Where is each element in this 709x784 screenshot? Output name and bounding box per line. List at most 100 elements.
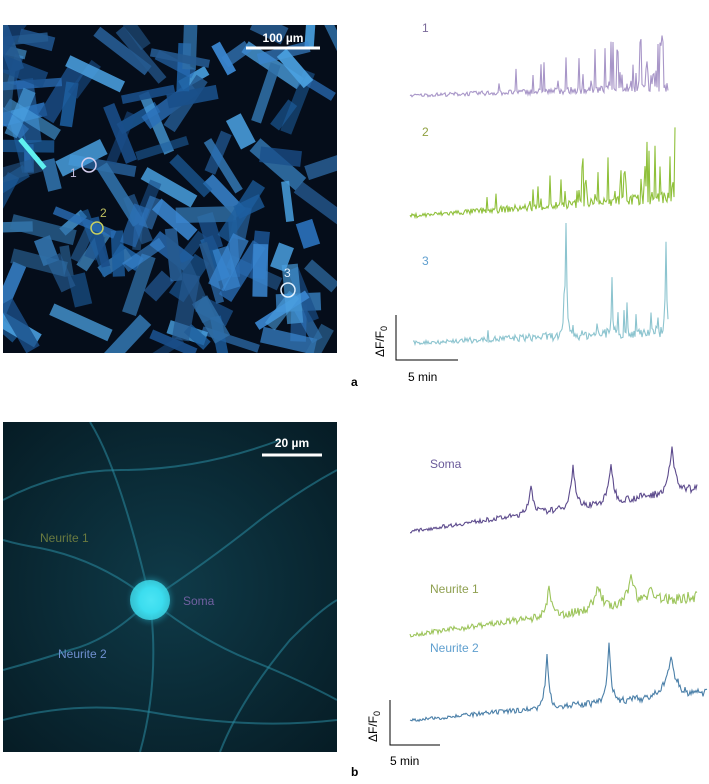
crystal bbox=[3, 69, 16, 125]
crystal bbox=[135, 136, 189, 161]
crystal bbox=[221, 40, 252, 68]
crystal bbox=[260, 326, 318, 353]
crystal bbox=[122, 253, 156, 317]
crystal bbox=[52, 206, 117, 239]
panel-label: b bbox=[351, 765, 358, 779]
crystal bbox=[304, 25, 317, 48]
crystal bbox=[3, 172, 20, 216]
crystal bbox=[49, 303, 113, 342]
micrograph-a bbox=[3, 25, 337, 353]
crystal bbox=[270, 99, 298, 131]
region-label: Soma bbox=[183, 594, 215, 608]
roi bbox=[81, 157, 97, 173]
crystal bbox=[4, 87, 36, 139]
roi-label: 3 bbox=[284, 266, 291, 280]
scale-bars bbox=[395, 315, 458, 361]
y-scale-text: ΔF/F bbox=[373, 331, 387, 357]
roi-label: 1 bbox=[70, 166, 77, 180]
crystal bbox=[59, 245, 74, 277]
crystal bbox=[175, 206, 237, 224]
trace bbox=[409, 642, 708, 723]
crystal bbox=[3, 298, 40, 353]
crystal bbox=[169, 154, 213, 198]
crystal bbox=[120, 203, 150, 248]
crystal bbox=[252, 244, 269, 297]
crystal bbox=[10, 248, 68, 277]
crystal bbox=[281, 180, 295, 222]
x-scale-label: 5 min bbox=[408, 370, 437, 384]
trace bbox=[409, 127, 676, 220]
crystal bbox=[166, 84, 219, 109]
trace bbox=[409, 35, 669, 98]
crystal bbox=[322, 25, 337, 57]
crystal bbox=[212, 245, 241, 292]
trace-label: 3 bbox=[422, 254, 429, 268]
crystal bbox=[149, 329, 198, 353]
roi bbox=[280, 282, 296, 298]
crystal bbox=[3, 156, 44, 186]
scale-bar-label: 20 µm bbox=[275, 436, 309, 450]
trace-label: Neurite 2 bbox=[430, 641, 479, 655]
scale-bars bbox=[389, 700, 440, 746]
trace-label: 1 bbox=[422, 21, 429, 35]
panel-label: a bbox=[351, 375, 358, 389]
crystal bbox=[122, 237, 166, 272]
crystal bbox=[249, 25, 289, 45]
crystal bbox=[295, 218, 321, 249]
crystal bbox=[38, 65, 83, 124]
y-scale-text: ΔF/F bbox=[366, 716, 380, 742]
crystal bbox=[171, 273, 201, 342]
crystal bbox=[143, 270, 174, 302]
trace-label: Neurite 1 bbox=[430, 582, 479, 596]
crystal bbox=[176, 230, 207, 265]
crystal bbox=[93, 26, 152, 76]
region-label: Neurite 2 bbox=[58, 647, 107, 661]
crystal bbox=[199, 241, 225, 304]
crystal bbox=[276, 48, 314, 89]
crystal bbox=[9, 214, 77, 246]
crystal bbox=[304, 147, 337, 181]
crystal bbox=[293, 323, 334, 353]
roi bbox=[90, 221, 104, 235]
crystal bbox=[293, 181, 337, 229]
crystal bbox=[264, 290, 300, 331]
crystal bbox=[3, 25, 35, 71]
crystal bbox=[251, 62, 281, 124]
crystal bbox=[149, 48, 211, 68]
y-scale-sub: 0 bbox=[372, 711, 382, 716]
crystal bbox=[3, 49, 49, 88]
crystal bbox=[259, 146, 302, 167]
crystal bbox=[192, 295, 231, 344]
y-scale-label: ΔF/F0 bbox=[366, 711, 382, 742]
x-scale-label: 5 min bbox=[390, 754, 419, 768]
crystal bbox=[115, 25, 151, 51]
region-label: Neurite 1 bbox=[40, 531, 89, 545]
y-scale-sub: 0 bbox=[379, 326, 389, 331]
crystal bbox=[115, 26, 167, 84]
trace-label: 2 bbox=[422, 125, 429, 139]
trace bbox=[412, 222, 669, 347]
crystal bbox=[204, 130, 232, 175]
crystal bbox=[94, 314, 152, 353]
crystal bbox=[182, 25, 199, 70]
crystal bbox=[152, 198, 198, 241]
crystal bbox=[67, 272, 93, 308]
crystal bbox=[304, 259, 337, 293]
crystal bbox=[225, 113, 256, 150]
trace bbox=[409, 574, 698, 638]
crystal bbox=[65, 55, 126, 93]
y-scale-label: ΔF/F0 bbox=[373, 326, 389, 357]
crystal bbox=[18, 137, 47, 170]
crystal bbox=[270, 242, 294, 272]
roi-label: 2 bbox=[100, 206, 107, 220]
crystal bbox=[233, 194, 265, 220]
crystal bbox=[3, 261, 27, 322]
trace bbox=[409, 446, 698, 534]
trace-label: Soma bbox=[430, 457, 462, 471]
crystal bbox=[121, 84, 176, 104]
crystal bbox=[106, 111, 137, 165]
micrograph-b bbox=[3, 422, 337, 752]
crystal bbox=[140, 167, 198, 208]
scale-bar-label: 100 µm bbox=[263, 31, 304, 45]
